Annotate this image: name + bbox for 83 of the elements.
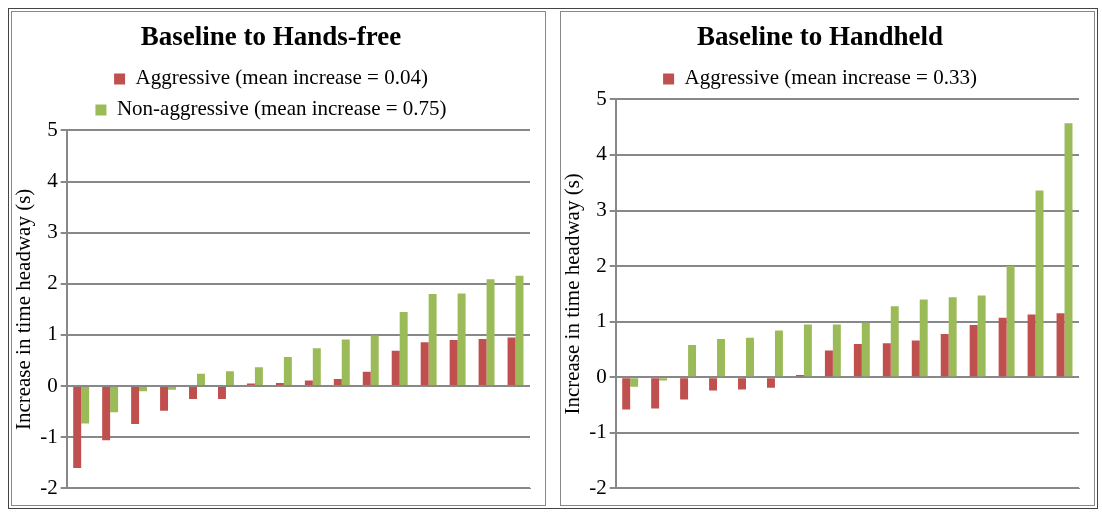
bar — [449, 340, 458, 386]
bar — [738, 378, 746, 390]
bar — [919, 299, 928, 377]
y-tick-label: 1 — [47, 321, 58, 346]
bar — [882, 343, 891, 377]
bar — [948, 297, 957, 377]
bar — [1027, 314, 1036, 377]
bar — [283, 356, 292, 386]
bar — [1035, 190, 1044, 377]
bar — [168, 387, 177, 390]
bar — [312, 348, 321, 386]
y-tick-label: -1 — [40, 423, 58, 448]
bar — [81, 387, 90, 424]
y-tick-label: 5 — [596, 85, 607, 110]
y-tick-label: 3 — [596, 197, 607, 222]
y-tick-label: 0 — [596, 363, 607, 388]
bar — [139, 387, 148, 392]
bar — [1056, 313, 1065, 377]
bar — [977, 295, 986, 377]
bar — [622, 378, 631, 410]
bar — [853, 343, 862, 377]
y-tick-label: 2 — [596, 252, 607, 277]
bar — [275, 383, 284, 386]
bar — [131, 387, 140, 424]
legend-label: Aggressive (mean increase = 0.33) — [684, 65, 977, 90]
bar — [940, 333, 949, 377]
y-tick-label: 1 — [596, 308, 607, 333]
legend-label: Non-aggressive (mean increase = 0.75) — [116, 96, 447, 121]
y-tick-label: -2 — [589, 474, 607, 499]
legend-label: Aggressive (mean increase = 0.04) — [135, 65, 428, 90]
bar — [217, 387, 226, 399]
bar — [911, 340, 920, 377]
bar — [225, 371, 234, 386]
bar — [832, 324, 841, 377]
bar — [160, 387, 169, 411]
bar — [370, 335, 379, 386]
bar — [680, 378, 689, 400]
bar — [457, 293, 466, 386]
bar — [890, 306, 899, 377]
bar — [746, 337, 754, 377]
y-tick-label: 4 — [596, 141, 608, 166]
bar — [630, 378, 639, 387]
bar — [659, 378, 668, 381]
bar — [304, 380, 313, 386]
y-tick-label: 3 — [47, 219, 58, 244]
bar — [774, 330, 783, 377]
y-axis-title: Increase in time headway (s) — [560, 173, 585, 415]
bar — [709, 378, 718, 391]
y-tick-label: 2 — [47, 270, 58, 295]
bar — [969, 325, 978, 377]
bar — [333, 378, 342, 386]
bar — [766, 378, 775, 388]
bar — [420, 342, 429, 386]
bar — [717, 338, 726, 377]
y-tick-label: 5 — [47, 116, 58, 141]
chart-title: Baseline to Handheld — [696, 21, 944, 52]
bar — [73, 387, 82, 468]
bar — [110, 387, 119, 413]
y-axis-title: Increase in time headway (s) — [11, 188, 36, 431]
bar — [399, 311, 408, 386]
bar — [824, 350, 833, 377]
bar — [1006, 266, 1015, 377]
bar — [254, 367, 263, 386]
bar — [197, 373, 205, 386]
y-tick-label: 0 — [47, 372, 58, 397]
bar — [341, 339, 350, 386]
bar — [102, 387, 111, 441]
bar — [486, 279, 495, 386]
y-tick-label: -2 — [40, 474, 58, 499]
chart-title: Baseline to Hands-free — [140, 21, 402, 52]
bar — [861, 322, 870, 377]
bar — [362, 371, 371, 386]
bar — [651, 378, 660, 409]
bar — [478, 339, 487, 386]
bar — [688, 345, 697, 377]
bar — [391, 350, 400, 386]
bar — [428, 294, 437, 386]
y-tick-label: 4 — [47, 168, 59, 193]
bar — [189, 387, 197, 399]
bar — [803, 324, 812, 377]
y-tick-label: -1 — [589, 419, 607, 444]
bar — [998, 317, 1007, 377]
bar — [507, 337, 516, 386]
